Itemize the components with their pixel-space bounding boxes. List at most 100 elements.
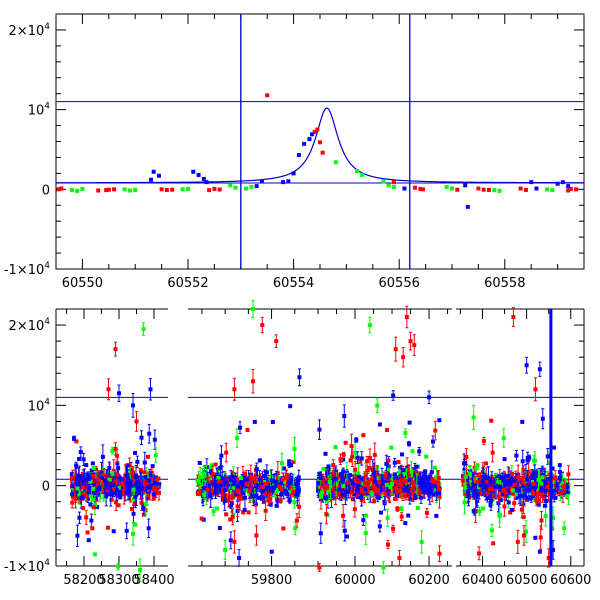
data-point-green xyxy=(153,453,158,458)
data-point-red xyxy=(331,463,336,468)
data-point-red xyxy=(106,187,111,192)
data-point-green xyxy=(292,447,297,452)
data-point-red xyxy=(114,479,119,484)
data-point-blue xyxy=(86,473,91,478)
data-point-green xyxy=(356,471,361,476)
data-point-red xyxy=(241,510,246,515)
data-point-red xyxy=(312,129,317,134)
data-point-green xyxy=(75,188,80,193)
data-point-blue xyxy=(339,483,344,488)
data-point-red xyxy=(337,491,342,496)
data-point-red xyxy=(224,450,229,455)
data-point-red xyxy=(361,433,366,438)
data-point-red xyxy=(247,488,252,493)
data-point-red xyxy=(320,150,325,155)
x-tick-label: 60600 xyxy=(550,573,591,588)
data-point-red xyxy=(352,478,357,483)
data-point-green xyxy=(363,471,368,476)
data-point-green xyxy=(246,479,251,484)
data-point-red xyxy=(116,503,121,508)
data-point-blue xyxy=(74,476,79,481)
data-point-red xyxy=(73,496,78,501)
data-point-red xyxy=(91,505,96,510)
data-point-green xyxy=(131,487,136,492)
data-point-red xyxy=(71,475,76,480)
data-point-blue xyxy=(384,461,389,466)
data-point-blue xyxy=(254,466,259,471)
data-point-green xyxy=(180,187,185,192)
data-point-red xyxy=(100,472,105,477)
data-point-blue xyxy=(100,454,105,459)
data-point-blue xyxy=(267,485,272,490)
data-point-green xyxy=(202,471,207,476)
data-point-green xyxy=(450,186,454,191)
data-point-blue xyxy=(204,180,209,185)
data-point-blue xyxy=(406,513,411,518)
y-tick-label: 104 xyxy=(28,102,51,119)
data-point-blue xyxy=(120,478,125,483)
data-point-green xyxy=(273,493,278,498)
data-point-blue xyxy=(124,490,129,495)
x-tick-label: 60552 xyxy=(167,276,208,291)
data-point-red xyxy=(392,496,397,501)
data-point-red xyxy=(280,477,285,482)
data-point-green xyxy=(244,186,249,191)
data-point-red xyxy=(130,482,135,487)
data-point-blue xyxy=(152,481,157,486)
data-point-red xyxy=(96,478,101,483)
data-point-red xyxy=(332,471,337,476)
data-point-blue xyxy=(257,458,262,463)
data-point-green xyxy=(399,506,404,511)
data-point-blue xyxy=(278,492,283,497)
data-point-red xyxy=(263,491,268,496)
data-point-blue xyxy=(89,476,94,481)
data-point-red xyxy=(436,475,441,480)
data-point-blue xyxy=(379,510,384,515)
data-point-blue xyxy=(357,474,362,479)
data-point-red xyxy=(382,474,387,479)
data-point-green xyxy=(233,185,238,190)
data-point-blue xyxy=(375,495,380,500)
data-point-blue xyxy=(88,502,93,507)
data-point-red xyxy=(380,484,385,489)
data-point-green xyxy=(208,466,213,471)
y-tick-label: -1×104 xyxy=(4,558,50,575)
data-point-red xyxy=(396,460,401,465)
data-point-green xyxy=(69,188,74,193)
data-point-green xyxy=(133,187,138,192)
data-point-blue xyxy=(359,456,364,461)
data-point-green xyxy=(321,466,326,471)
data-point-blue xyxy=(102,478,107,483)
data-point-red xyxy=(131,479,136,484)
data-point-blue xyxy=(307,137,312,142)
data-point-red xyxy=(111,485,116,490)
data-point-blue xyxy=(423,469,428,474)
data-point-blue xyxy=(392,482,397,487)
data-point-red xyxy=(324,512,329,517)
data-point-blue xyxy=(228,538,233,543)
data-point-blue xyxy=(355,484,360,489)
data-point-red xyxy=(84,515,89,520)
data-point-blue xyxy=(388,473,393,478)
data-point-red xyxy=(70,500,75,505)
data-point-red xyxy=(265,93,270,98)
data-point-green xyxy=(122,187,127,192)
data-point-blue xyxy=(70,483,75,488)
data-point-green xyxy=(364,513,369,518)
data-point-blue xyxy=(428,484,433,489)
data-point-red xyxy=(266,498,271,503)
data-point-blue xyxy=(344,489,349,494)
data-point-green xyxy=(274,488,279,493)
data-point-blue xyxy=(78,450,83,455)
data-point-red xyxy=(96,188,101,193)
data-point-blue xyxy=(285,492,290,497)
data-point-green xyxy=(550,188,555,193)
data-point-green xyxy=(231,472,236,477)
data-point-red xyxy=(159,187,164,192)
data-point-red xyxy=(359,488,364,493)
data-point-red xyxy=(115,453,120,458)
data-point-red xyxy=(416,486,421,491)
data-point-blue xyxy=(520,459,525,464)
data-point-red xyxy=(105,525,110,530)
data-point-blue xyxy=(560,180,565,185)
